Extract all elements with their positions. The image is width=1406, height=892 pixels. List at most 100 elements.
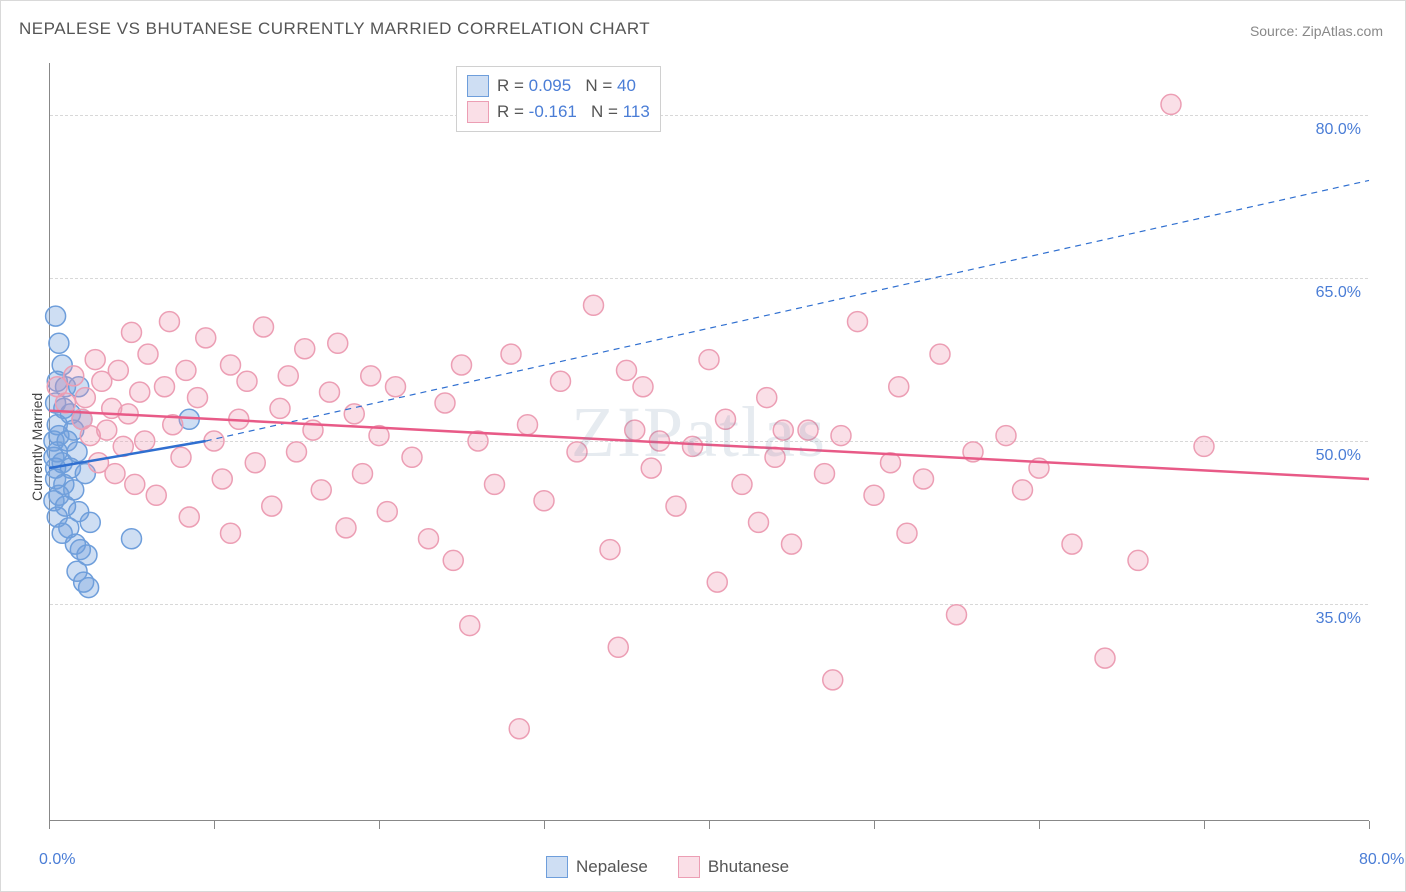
data-point [584, 295, 604, 315]
data-point [864, 485, 884, 505]
data-point [848, 312, 868, 332]
data-point [773, 420, 793, 440]
chart-svg [49, 61, 1369, 821]
legend-swatch [546, 856, 568, 878]
data-point [75, 388, 95, 408]
data-point [509, 719, 529, 739]
data-point [567, 442, 587, 462]
data-point [237, 371, 257, 391]
x-tick-label: 0.0% [39, 851, 75, 869]
data-point [159, 312, 179, 332]
data-point [361, 366, 381, 386]
data-point [600, 540, 620, 560]
data-point [765, 447, 785, 467]
data-point [402, 447, 422, 467]
data-point [196, 328, 216, 348]
data-point [212, 469, 232, 489]
data-point [683, 436, 703, 456]
data-point [749, 512, 769, 532]
data-point [608, 637, 628, 657]
data-point [534, 491, 554, 511]
data-point [1013, 480, 1033, 500]
data-point [130, 382, 150, 402]
legend-series-label: Nepalese [576, 857, 648, 877]
data-point [108, 360, 128, 380]
data-point [155, 377, 175, 397]
data-point [278, 366, 298, 386]
data-point [311, 480, 331, 500]
data-point [798, 420, 818, 440]
data-point [262, 496, 282, 516]
data-point [295, 339, 315, 359]
data-point [270, 398, 290, 418]
data-point [79, 578, 99, 598]
data-point [551, 371, 571, 391]
data-point [179, 507, 199, 527]
data-point [757, 388, 777, 408]
x-tick [1204, 821, 1205, 829]
data-point [138, 344, 158, 364]
plot-area: 35.0%50.0%65.0%80.0%0.0%80.0% [49, 61, 1369, 821]
data-point [699, 350, 719, 370]
data-point [666, 496, 686, 516]
data-point [460, 616, 480, 636]
x-tick [709, 821, 710, 829]
data-point [377, 502, 397, 522]
data-point [419, 529, 439, 549]
data-point [135, 431, 155, 451]
data-point [344, 404, 364, 424]
x-tick [379, 821, 380, 829]
x-tick [1369, 821, 1370, 829]
data-point [707, 572, 727, 592]
data-point [353, 464, 373, 484]
data-point [122, 322, 142, 342]
legend-stats-text: R = 0.095 N = 40 [497, 76, 636, 96]
data-point [287, 442, 307, 462]
data-point [64, 366, 84, 386]
legend-stats: R = 0.095 N = 40 R = -0.161 N = 113 [456, 66, 661, 132]
data-point [947, 605, 967, 625]
data-point [85, 350, 105, 370]
data-point [125, 474, 145, 494]
data-point [328, 333, 348, 353]
legend-stats-row: R = -0.161 N = 113 [467, 99, 650, 125]
data-point [485, 474, 505, 494]
data-point [823, 670, 843, 690]
data-point [435, 393, 455, 413]
legend-series-item: Bhutanese [678, 856, 789, 878]
data-point [831, 426, 851, 446]
data-point [518, 415, 538, 435]
x-tick-label: 80.0% [1359, 851, 1404, 869]
data-point [889, 377, 909, 397]
data-point [501, 344, 521, 364]
data-point [97, 420, 117, 440]
data-point [105, 464, 125, 484]
trend-line-extension [206, 180, 1369, 441]
legend-stats-text: R = -0.161 N = 113 [497, 102, 650, 122]
data-point [1128, 550, 1148, 570]
y-axis-label: Currently Married [29, 393, 45, 501]
data-point [221, 523, 241, 543]
data-point [625, 420, 645, 440]
data-point [1062, 534, 1082, 554]
data-point [914, 469, 934, 489]
data-point [716, 409, 736, 429]
data-point [122, 529, 142, 549]
x-tick [214, 821, 215, 829]
data-point [386, 377, 406, 397]
data-point [633, 377, 653, 397]
legend-swatch [678, 856, 700, 878]
data-point [176, 360, 196, 380]
x-tick [874, 821, 875, 829]
legend-series-label: Bhutanese [708, 857, 789, 877]
data-point [452, 355, 472, 375]
data-point [188, 388, 208, 408]
legend-series: Nepalese Bhutanese [546, 856, 789, 878]
chart-container: NEPALESE VS BHUTANESE CURRENTLY MARRIED … [0, 0, 1406, 892]
data-point [49, 333, 69, 353]
legend-swatch [467, 101, 489, 123]
data-point [617, 360, 637, 380]
x-tick [49, 821, 50, 829]
data-point [443, 550, 463, 570]
data-point [930, 344, 950, 364]
